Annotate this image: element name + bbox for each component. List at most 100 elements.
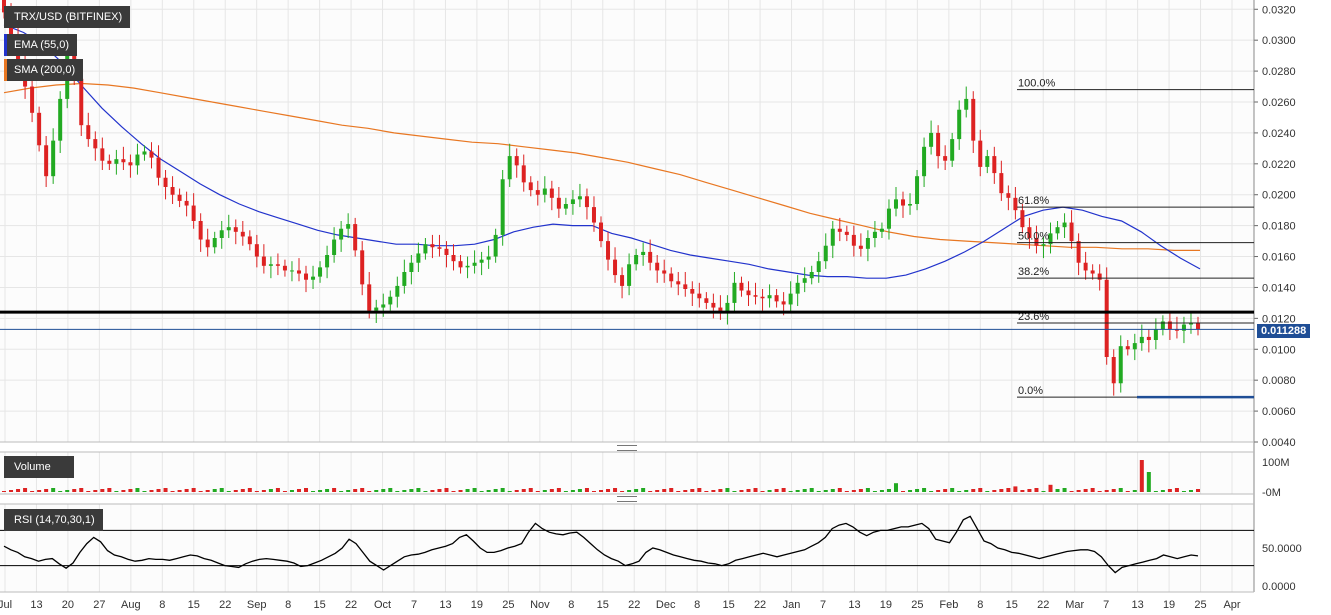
volume-legend[interactable]: Volume	[4, 456, 74, 478]
volume-bar	[669, 488, 674, 492]
volume-bar	[100, 489, 105, 492]
candle-body	[746, 290, 751, 296]
volume-bar	[570, 490, 575, 492]
volume-bar	[1062, 488, 1067, 492]
candle-body	[577, 196, 582, 200]
volume-bar	[606, 489, 611, 492]
candle-body	[620, 275, 625, 286]
candle-body	[198, 221, 203, 240]
time-tick-label: 15	[1006, 599, 1018, 611]
candle-body	[240, 231, 245, 237]
time-tick-label: Oct	[374, 599, 391, 611]
candle-body	[627, 264, 632, 286]
candle-body	[416, 253, 421, 263]
volume-bar	[107, 488, 112, 492]
ema-legend[interactable]: EMA (55,0)	[4, 34, 78, 56]
time-tick-label: Nov	[530, 599, 550, 611]
volume-bar	[9, 490, 14, 492]
time-tick-label: 7	[1103, 599, 1109, 611]
volume-bar	[16, 489, 21, 492]
volume-label: Volume	[14, 461, 51, 473]
volume-bar	[1027, 489, 1032, 492]
rsi-legend[interactable]: RSI (14,70,30,1)	[4, 509, 103, 531]
volume-bar	[479, 491, 484, 492]
volume-bars-group	[2, 460, 1200, 492]
volume-bar	[563, 491, 568, 492]
time-tick-label: 19	[880, 599, 892, 611]
candle-body	[121, 159, 126, 163]
price-tick-label: 0.0140	[1262, 282, 1296, 294]
symbol-legend[interactable]: TRX/USD (BITFINEX)	[4, 6, 131, 28]
candle-body	[901, 199, 906, 206]
volume-bar	[711, 490, 716, 492]
volume-bar	[233, 490, 238, 492]
volume-bar	[844, 491, 849, 492]
volume-bar	[683, 490, 688, 492]
candle-body	[346, 224, 351, 229]
volume-bar	[655, 490, 660, 492]
candle-body	[978, 140, 983, 167]
volume-bar	[718, 489, 723, 492]
candle-body	[423, 244, 428, 254]
volume-bar	[142, 491, 147, 492]
volume-tick-label: -0M	[1262, 487, 1281, 499]
candle-body	[1146, 336, 1151, 340]
candle-body	[254, 244, 259, 257]
panel-splitter-volume[interactable]	[617, 445, 637, 451]
candle-body	[177, 194, 182, 201]
volume-bar	[416, 488, 421, 492]
volume-bar	[275, 488, 280, 492]
candle-body	[802, 278, 807, 283]
candle-body	[367, 284, 372, 311]
volume-bar	[816, 491, 821, 492]
candle-body	[858, 245, 863, 249]
volume-bar	[971, 489, 976, 492]
candle-body	[943, 156, 948, 161]
candle-body	[353, 224, 358, 251]
volume-bar	[1090, 488, 1095, 492]
rsi-panel-bg	[0, 504, 1254, 592]
candle-body	[648, 251, 653, 263]
time-tick-label: Jan	[783, 599, 801, 611]
time-tick-label: Mar	[1065, 599, 1084, 611]
volume-bar	[1034, 488, 1039, 492]
volume-bar	[535, 491, 540, 492]
volume-bar	[648, 491, 653, 492]
candle-body	[816, 261, 821, 272]
volume-bar	[1167, 489, 1172, 492]
time-tick-label: Jul	[0, 599, 12, 611]
volume-bar	[1174, 488, 1179, 492]
time-tick-label: 15	[597, 599, 609, 611]
candle-body	[662, 270, 667, 274]
candle-body	[1118, 346, 1123, 384]
panel-splitter-rsi[interactable]	[617, 496, 637, 502]
time-tick-label: 8	[977, 599, 983, 611]
volume-bar	[114, 491, 119, 492]
candle-body	[51, 140, 56, 177]
volume-bar	[282, 491, 287, 492]
volume-bar	[528, 488, 533, 492]
candle-body	[332, 239, 337, 255]
candle-body	[430, 244, 435, 248]
time-tick-label: Dec	[656, 599, 676, 611]
price-tick-label: 0.0160	[1262, 252, 1296, 264]
candle-body	[233, 227, 238, 232]
volume-bar	[437, 489, 442, 492]
current-price-tag: 0.011288	[1257, 324, 1311, 338]
candle-body	[282, 265, 287, 271]
volume-bar	[767, 490, 772, 492]
candle-body	[1111, 357, 1116, 384]
candle-body	[1048, 233, 1053, 245]
time-tick-label: 13	[30, 599, 42, 611]
candle-body	[1174, 329, 1179, 331]
candle-body	[1139, 336, 1144, 344]
volume-bar	[402, 490, 407, 492]
sma-legend[interactable]: SMA (200,0)	[4, 59, 84, 81]
time-tick-label: 15	[188, 599, 200, 611]
volume-bar	[2, 491, 6, 492]
candle-body	[514, 156, 519, 166]
candle-body	[718, 307, 723, 313]
price-tick-label: 0.0200	[1262, 190, 1296, 202]
price-tick-label: 0.0260	[1262, 97, 1296, 109]
